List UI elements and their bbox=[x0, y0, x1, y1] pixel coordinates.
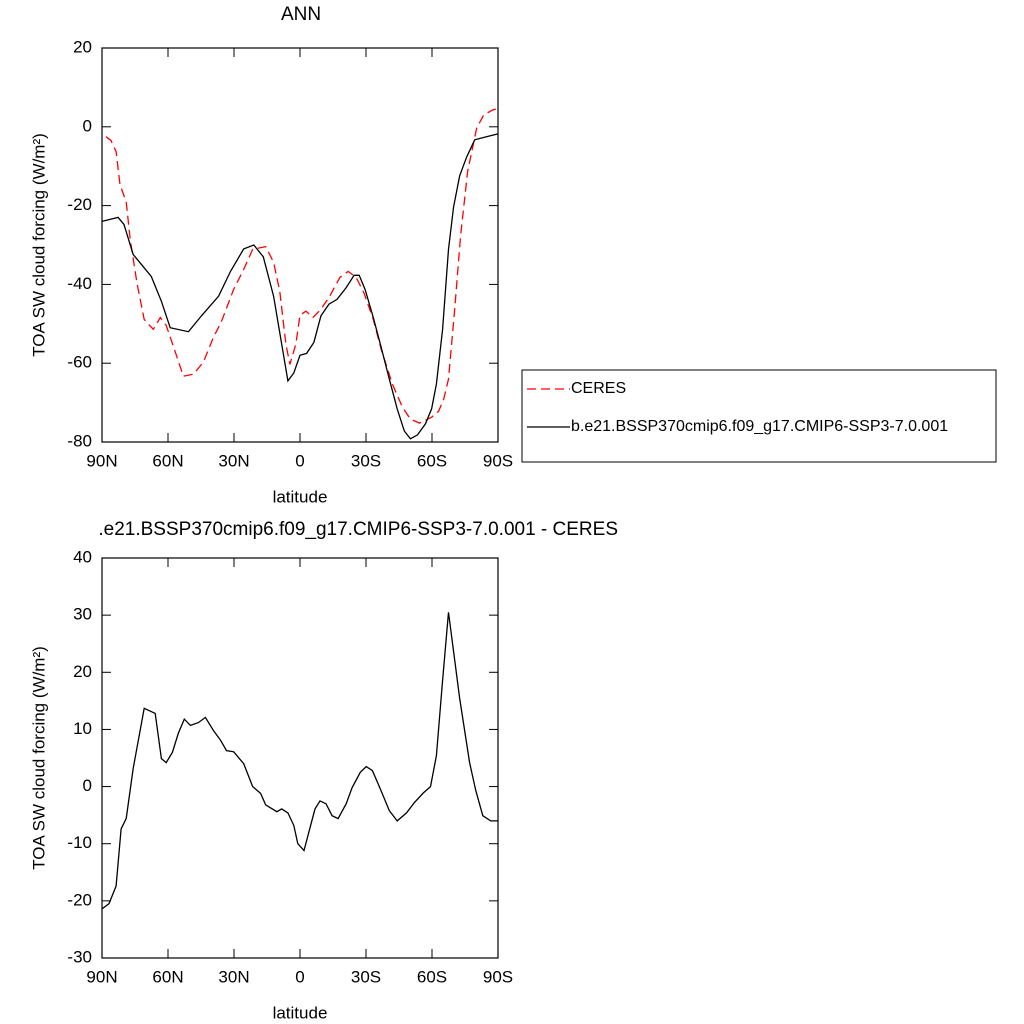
x-tick-label: 60N bbox=[152, 451, 183, 470]
legend-box bbox=[521, 369, 997, 463]
legend-label: CERES bbox=[571, 380, 626, 397]
y-tick-label: -80 bbox=[67, 431, 92, 450]
x-tick-label: 0 bbox=[295, 967, 304, 986]
y-tick-label: -20 bbox=[67, 890, 92, 909]
y-tick-label: -40 bbox=[67, 274, 92, 293]
y-tick-label: -20 bbox=[67, 195, 92, 214]
x-tick-label: 30N bbox=[218, 451, 249, 470]
x-tick-label: 90S bbox=[483, 967, 513, 986]
data-line bbox=[105, 108, 499, 424]
x-tick-label: 30S bbox=[351, 967, 381, 986]
x-axis-label: latitude bbox=[273, 1003, 328, 1022]
y-tick-label: 40 bbox=[73, 547, 92, 566]
y-tick-label: 10 bbox=[73, 719, 92, 738]
chart-title: .e21.BSSP370cmip6.f09_g17.CMIP6-SSP3-7.0… bbox=[98, 519, 618, 540]
x-tick-label: 60S bbox=[417, 967, 447, 986]
y-tick-label: -30 bbox=[67, 947, 92, 966]
x-tick-label: 60S bbox=[417, 451, 447, 470]
x-tick-label: 60N bbox=[152, 967, 183, 986]
y-tick-label: 30 bbox=[73, 605, 92, 624]
y-tick-label: 0 bbox=[83, 776, 92, 795]
data-line bbox=[101, 612, 498, 910]
plot-frame bbox=[101, 47, 499, 443]
y-tick-label: -10 bbox=[67, 833, 92, 852]
x-tick-label: 90S bbox=[483, 451, 513, 470]
x-tick-label: 30N bbox=[218, 967, 249, 986]
legend-label: b.e21.BSSP370cmip6.f09_g17.CMIP6-SSP3-7.… bbox=[571, 418, 948, 435]
data-line bbox=[101, 133, 499, 440]
y-tick-label: 20 bbox=[73, 662, 92, 681]
x-tick-label: 30S bbox=[351, 451, 381, 470]
x-axis-label: latitude bbox=[273, 487, 328, 506]
chart-title: ANN bbox=[281, 4, 321, 25]
x-tick-label: 0 bbox=[295, 451, 304, 470]
y-axis-label: TOA SW cloud forcing (W/m²) bbox=[29, 646, 48, 870]
y-tick-label: 0 bbox=[83, 116, 92, 135]
x-tick-label: 90N bbox=[86, 967, 117, 986]
y-tick-label: 20 bbox=[73, 37, 92, 56]
plot-frame bbox=[101, 557, 499, 959]
y-tick-label: -60 bbox=[67, 353, 92, 372]
x-tick-label: 90N bbox=[86, 451, 117, 470]
y-axis-label: TOA SW cloud forcing (W/m²) bbox=[29, 133, 48, 357]
